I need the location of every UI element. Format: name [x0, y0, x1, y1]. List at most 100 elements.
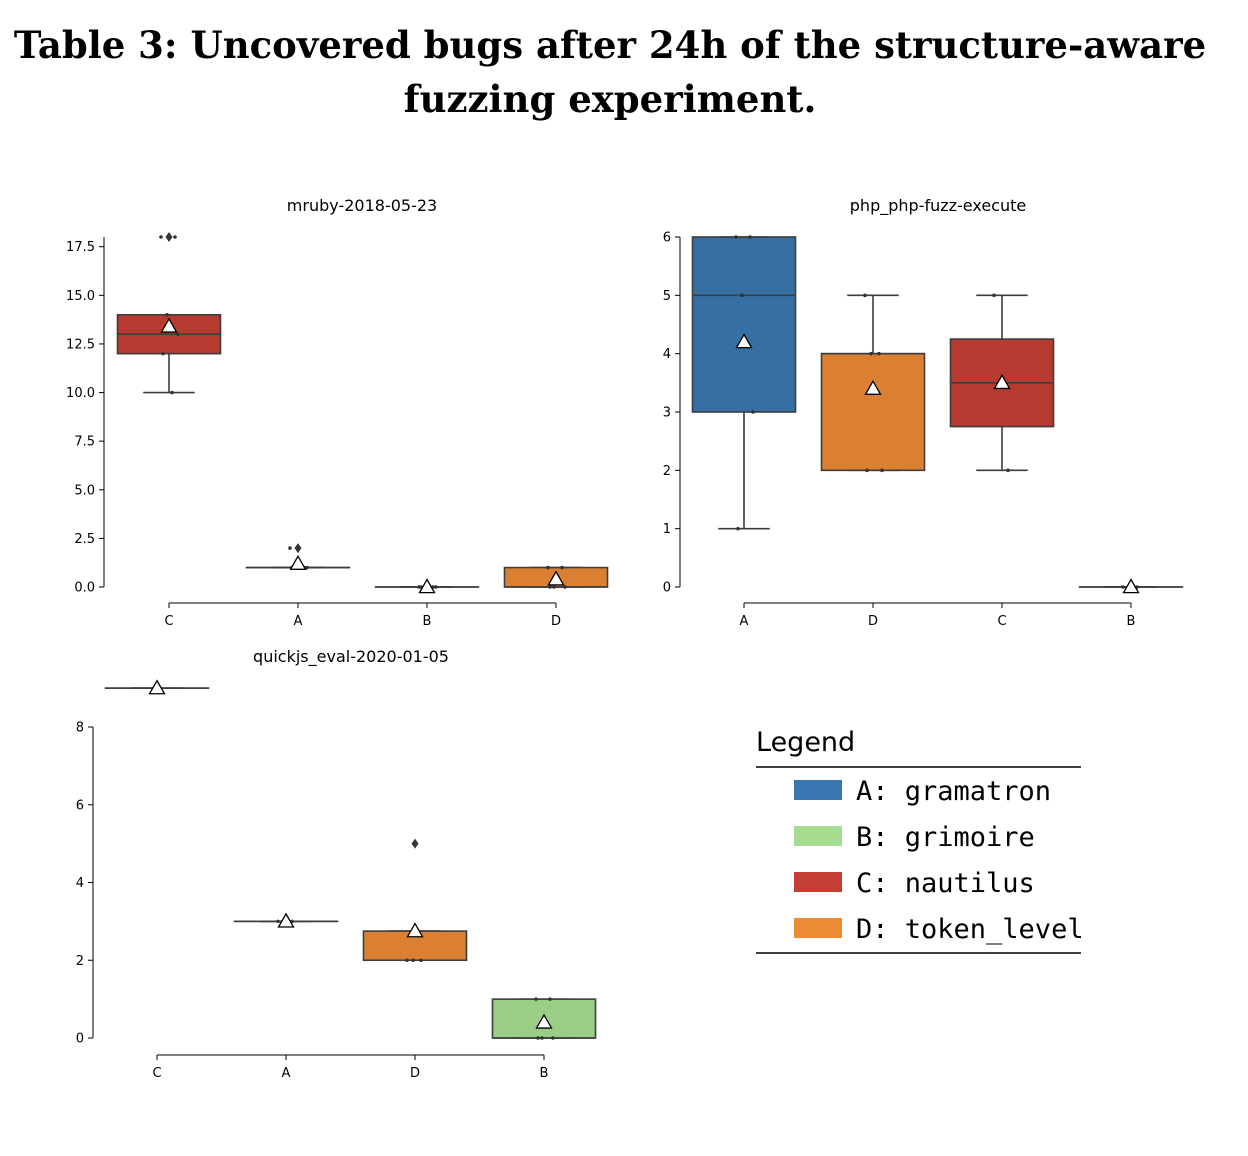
- mean-marker-B: [1122, 578, 1140, 594]
- data-point-D: [877, 351, 881, 356]
- box-A: [691, 236, 797, 413]
- x-tick-label-A: A: [740, 614, 749, 629]
- y-tick-label: 15.0: [66, 289, 95, 304]
- data-point-B: [536, 1036, 540, 1040]
- data-point-C: [161, 351, 165, 356]
- y-tick-label: 12.5: [66, 337, 95, 352]
- data-point-D: [563, 585, 567, 589]
- y-tick-label: 7.5: [74, 435, 95, 450]
- legend-label-B: B: grimoire: [856, 822, 1035, 853]
- outlier-C: [165, 232, 173, 242]
- legend-label-D: D: token_level: [856, 914, 1084, 945]
- data-point-B: [534, 997, 538, 1001]
- subplot-php: php_php-fuzz-execute 0 1 2 3 4 5 6 A D C B: [663, 196, 1184, 629]
- y-tick-label: 5: [663, 289, 671, 304]
- data-point-D: [419, 958, 423, 963]
- x-tick-label-D: D: [551, 614, 561, 629]
- data-point-A: [305, 565, 309, 570]
- y-tick-label: 1: [663, 522, 671, 537]
- y-tick-label: 4: [663, 347, 671, 362]
- data-point-D: [552, 585, 556, 589]
- mean-marker-A: [289, 554, 307, 570]
- legend-swatch-B: [794, 826, 842, 846]
- data-point-D: [548, 585, 552, 589]
- y-tick-label: 10.0: [66, 386, 95, 401]
- y-tick-label: 4: [76, 876, 84, 891]
- x-tick-label-B: B: [423, 614, 432, 629]
- legend-label-C: C: nautilus: [856, 868, 1035, 899]
- x-tick-label-A: A: [282, 1066, 291, 1081]
- y-tick-label: 5.0: [74, 483, 95, 498]
- x-tick-label-C: C: [152, 1066, 161, 1081]
- y-tick-label: 8: [76, 721, 84, 736]
- subplot-quickjs: quickjs_eval-2020-01-05 0 2 4 6 8 C A D B: [76, 647, 597, 1081]
- data-point-C: [159, 235, 163, 239]
- data-point-D: [863, 293, 867, 298]
- legend-swatch-A: [794, 780, 842, 800]
- data-point-A: [740, 293, 744, 298]
- y-tick-label: 0.0: [74, 581, 95, 596]
- legend-swatch-C: [794, 872, 842, 892]
- subplot-title-php-php-fuzz-execute: php_php-fuzz-execute: [850, 196, 1026, 216]
- y-tick-label: 2.5: [74, 532, 95, 547]
- data-point-B: [548, 997, 552, 1001]
- x-tick-label-D: D: [868, 614, 878, 629]
- y-tick-label: 6: [663, 231, 671, 246]
- outlier-A: [294, 543, 302, 554]
- data-point-A: [748, 235, 752, 239]
- box-D: [820, 352, 926, 472]
- data-point-C: [992, 293, 996, 298]
- mean-marker-D: [547, 570, 565, 586]
- mean-marker-B: [535, 1013, 553, 1029]
- data-point-A: [751, 410, 755, 414]
- legend-label-A: A: gramatron: [856, 776, 1051, 807]
- data-point-A: [276, 919, 280, 924]
- data-point-D: [865, 468, 869, 473]
- mean-marker-A: [735, 333, 753, 349]
- y-tick-label: 0: [663, 581, 671, 596]
- data-point-C: [176, 332, 180, 337]
- x-tick-label-B: B: [1127, 614, 1136, 629]
- x-tick-label-C: C: [997, 614, 1006, 629]
- subplot-mruby: mruby-2018-05-23 0.0 2.5 5.0 7.5 10.0 12.5 15.0…: [66, 196, 609, 629]
- mean-marker-C: [160, 317, 178, 333]
- mean-marker-D: [864, 379, 882, 395]
- y-tick-label: 6: [76, 798, 84, 813]
- y-tick-label: 17.5: [66, 240, 95, 255]
- data-point-B: [434, 585, 438, 589]
- outlier-D: [411, 838, 419, 849]
- legend-swatch-D: [794, 918, 842, 938]
- x-tick-label-B: B: [540, 1066, 549, 1081]
- mean-marker-A: [277, 912, 295, 928]
- data-point-B: [1121, 585, 1125, 589]
- mean-marker-D: [406, 922, 424, 938]
- page-title: Table 3: Uncovered bugs after 24h of the…: [13, 23, 1207, 121]
- data-point-C: [173, 235, 177, 239]
- legend-title: Legend: [756, 727, 855, 758]
- x-tick-label-C: C: [164, 614, 173, 629]
- subplot-title-quickjs-eval-2020-01-05: quickjs_eval-2020-01-05: [253, 647, 449, 667]
- y-tick-label: 2: [663, 464, 671, 479]
- subplot-title-mruby-2018-05-23: mruby-2018-05-23: [287, 196, 437, 215]
- data-point-A: [736, 526, 740, 531]
- data-point-B: [540, 1036, 544, 1040]
- data-point-D: [880, 468, 884, 473]
- data-point-C: [1006, 468, 1010, 473]
- y-tick-label: 3: [663, 406, 671, 421]
- mean-marker-C: [993, 374, 1011, 390]
- y-tick-label: 0: [76, 1032, 84, 1047]
- mean-marker-B: [418, 578, 436, 594]
- data-point-D: [869, 351, 873, 356]
- x-tick-label-D: D: [410, 1066, 420, 1081]
- data-point-D: [405, 958, 409, 963]
- mean-marker-C: [148, 679, 166, 695]
- data-point-D: [560, 565, 564, 570]
- data-point-C: [165, 312, 169, 317]
- data-point-D: [546, 565, 550, 570]
- y-tick-label: 2: [76, 954, 84, 969]
- x-tick-label-A: A: [294, 614, 303, 629]
- data-point-A: [288, 546, 292, 550]
- data-point-D: [411, 958, 415, 963]
